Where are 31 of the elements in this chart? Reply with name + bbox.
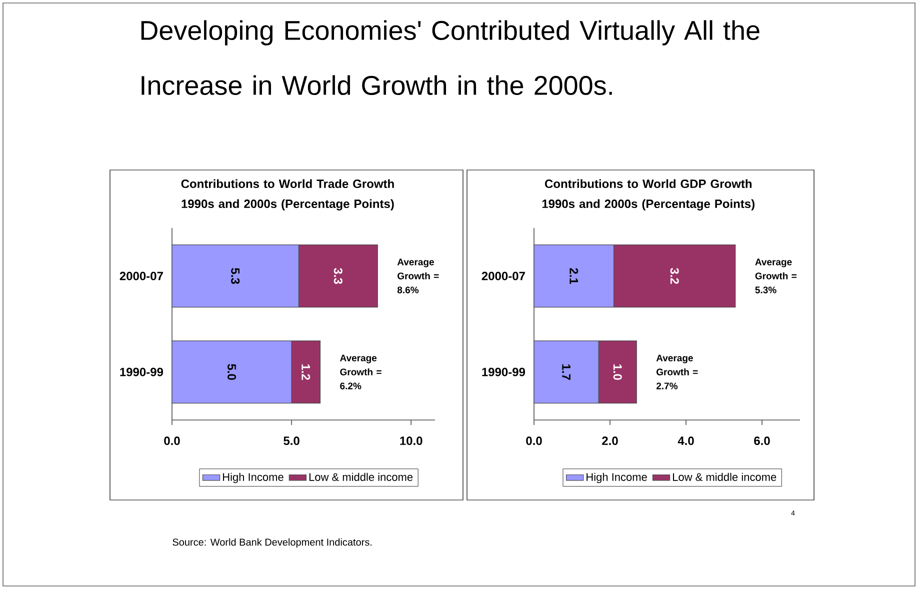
y-tick-label: 1990-99 [482,368,526,376]
source-note: Source: World Bank Development Indicators. [172,538,372,548]
x-tick-label: 0.0 [164,436,180,446]
y-tick-label: 2000-07 [482,272,525,280]
data-label: 3.2 [670,268,679,284]
data-label: 5.0 [228,364,236,380]
text: Developing Economies' Contributed Virtually All the Increase in World Growth in the 2000s. [141,20,760,96]
annotation: Average Growth = 6.2% [340,354,382,390]
data-label: 3.3 [334,268,342,284]
chart-title: Contributions to World Trade Growth 1990s and 2000s (Percentage Points) [181,179,394,210]
legend-label: High Income [586,472,647,484]
annotation: Average Growth = 5.3% [755,258,797,294]
legend-label: High Income [223,472,284,484]
x-tick-label: 5.0 [284,436,300,446]
x-tick-label: 6.0 [754,436,770,446]
chart-title: Contributions to World GDP Growth 1990s and 2000s (Percentage Points) [542,179,754,210]
data-label: 2.1 [570,268,578,284]
legend-label: Low & middle income [309,472,413,481]
data-label: 1.2 [302,364,310,380]
x-tick-label: 10.0 [400,436,422,446]
annotation: Average Growth = 8.6% [397,258,439,294]
legend-label: Low & middle income [673,472,776,481]
x-tick-label: 0.0 [526,436,542,446]
y-tick-label: 2000-07 [120,272,163,280]
data-label: 1.0 [613,364,622,380]
data-label: 1.7 [562,364,570,380]
x-tick-label: 2.0 [602,436,618,446]
y-tick-label: 1990-99 [120,368,164,376]
annotation: Average Growth = 2.7% [656,354,698,390]
data-label: 5.3 [231,268,240,284]
x-tick-label: 4.0 [678,436,694,446]
